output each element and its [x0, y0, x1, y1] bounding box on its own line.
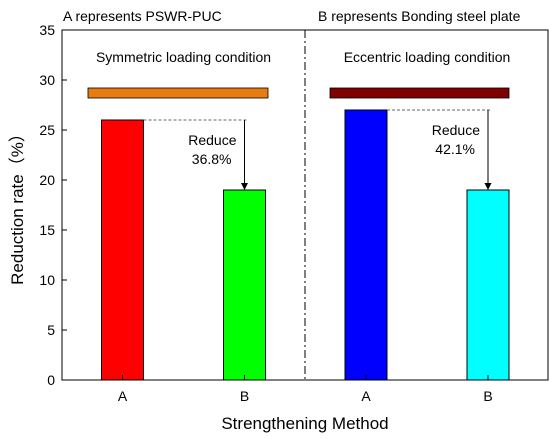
reduction-arrowhead: [484, 183, 492, 190]
x-tick-label: B: [240, 388, 249, 404]
x-tick-label: B: [483, 388, 492, 404]
y-tick-label: 0: [47, 372, 55, 388]
condition-bar: [87, 87, 269, 99]
y-tick-label: 10: [39, 272, 55, 288]
y-tick-label: 15: [39, 222, 55, 238]
bar: [466, 189, 510, 381]
x-axis-label: Strengthening Method: [221, 414, 388, 433]
annotation-line-1: Reduce: [432, 122, 480, 138]
bar: [101, 119, 144, 381]
reduction-arrowhead: [241, 183, 248, 190]
y-tick-label: 25: [39, 122, 55, 138]
x-tick-label: A: [361, 388, 371, 404]
y-tick-label: 35: [39, 22, 55, 38]
condition-bar: [329, 87, 510, 99]
condition-title: Eccentric loading condition: [344, 49, 511, 65]
chart-marks: Symmetric loading condition Reduce 36.8% Ec…: [87, 49, 511, 381]
annotation-line-2: 42.1%: [435, 141, 475, 157]
y-tick-label: 20: [39, 172, 55, 188]
condition-title: Symmetric loading condition: [96, 49, 271, 65]
x-tick-label: A: [118, 388, 128, 404]
legend-note-b: B represents Bonding steel plate: [318, 8, 521, 24]
annotation-line-1: Reduce: [188, 132, 236, 148]
y-tick-label: 30: [39, 72, 55, 88]
y-tick-label: 5: [47, 322, 55, 338]
annotation-line-2: 36.8%: [192, 151, 232, 167]
bar: [344, 109, 388, 381]
legend-note-a: A represents PSWR-PUC: [63, 8, 222, 24]
y-axis-label: Reduction rate（%）: [8, 125, 27, 285]
bar: [223, 189, 266, 381]
y-axis: 0 5 10 15 20 25 30 35: [39, 22, 67, 388]
